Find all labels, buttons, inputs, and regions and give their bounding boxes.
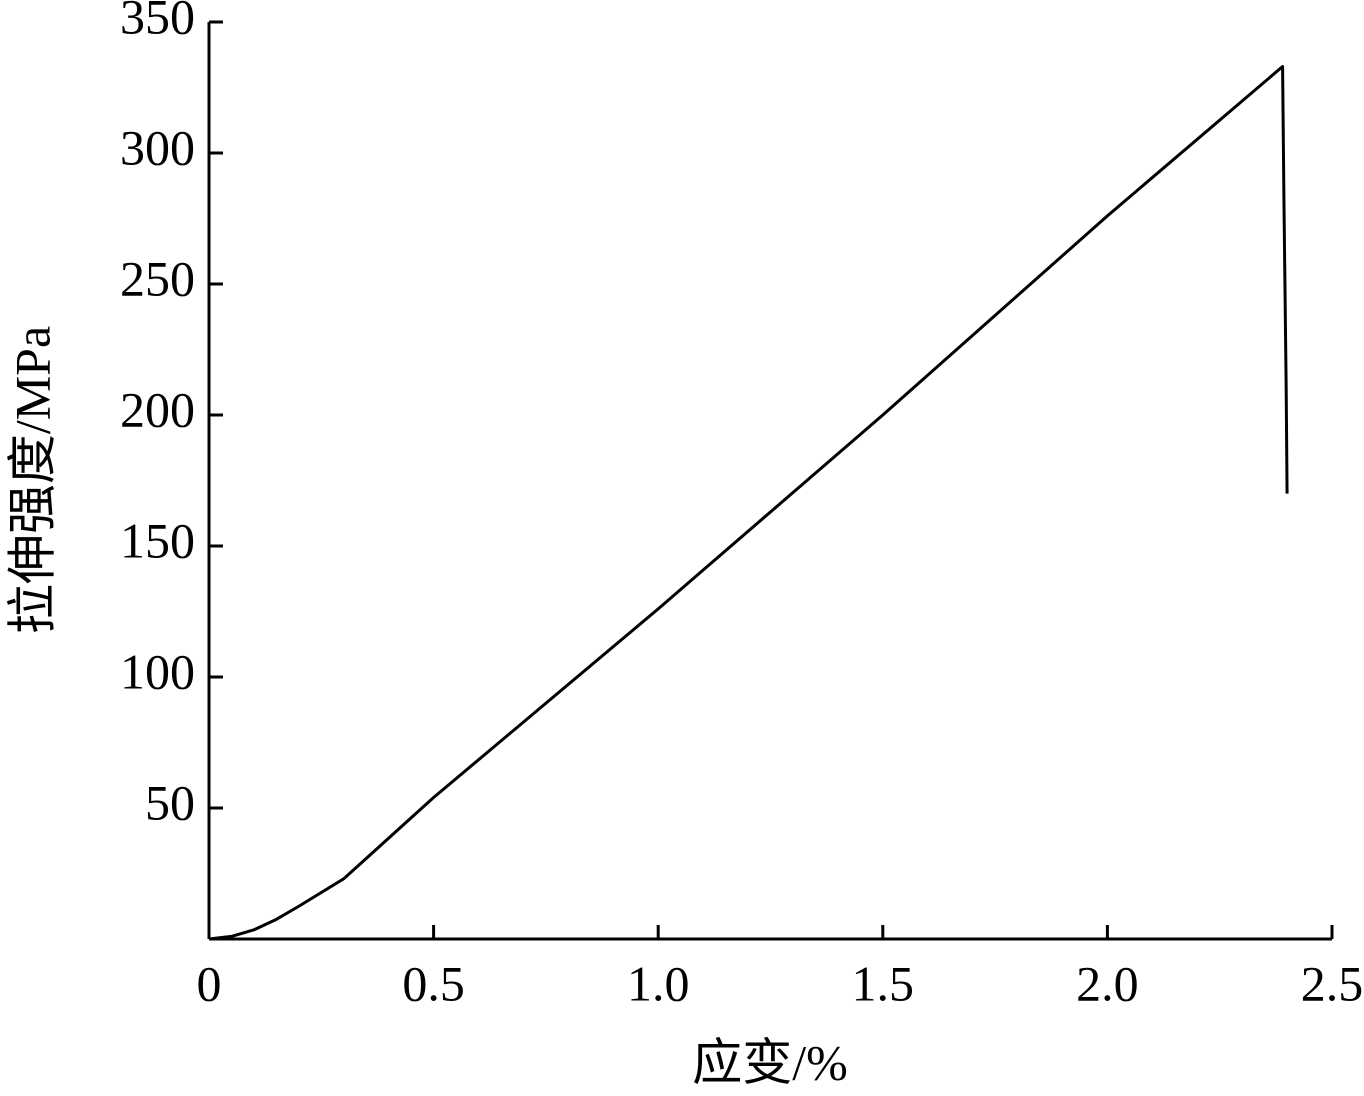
y-tick-label: 350 [120, 0, 195, 44]
x-tick-label: 2.0 [1076, 955, 1139, 1011]
y-tick-label: 200 [120, 381, 195, 437]
x-tick-label: 0.5 [402, 955, 465, 1011]
x-tick-label: 0 [197, 955, 222, 1011]
x-axis-label: 应变/% [692, 1034, 848, 1090]
y-tick-label: 300 [120, 119, 195, 175]
y-axis-label: 拉伸强度/MPa [4, 326, 60, 634]
x-tick-label: 1.0 [627, 955, 690, 1011]
y-tick-label: 250 [120, 250, 195, 306]
x-tick-label: 1.5 [852, 955, 915, 1011]
y-tick-label: 150 [120, 512, 195, 568]
y-tick-label: 100 [120, 643, 195, 699]
x-tick-label: 2.5 [1301, 955, 1364, 1011]
y-tick-label: 50 [145, 774, 195, 830]
data-line [208, 65, 1289, 941]
